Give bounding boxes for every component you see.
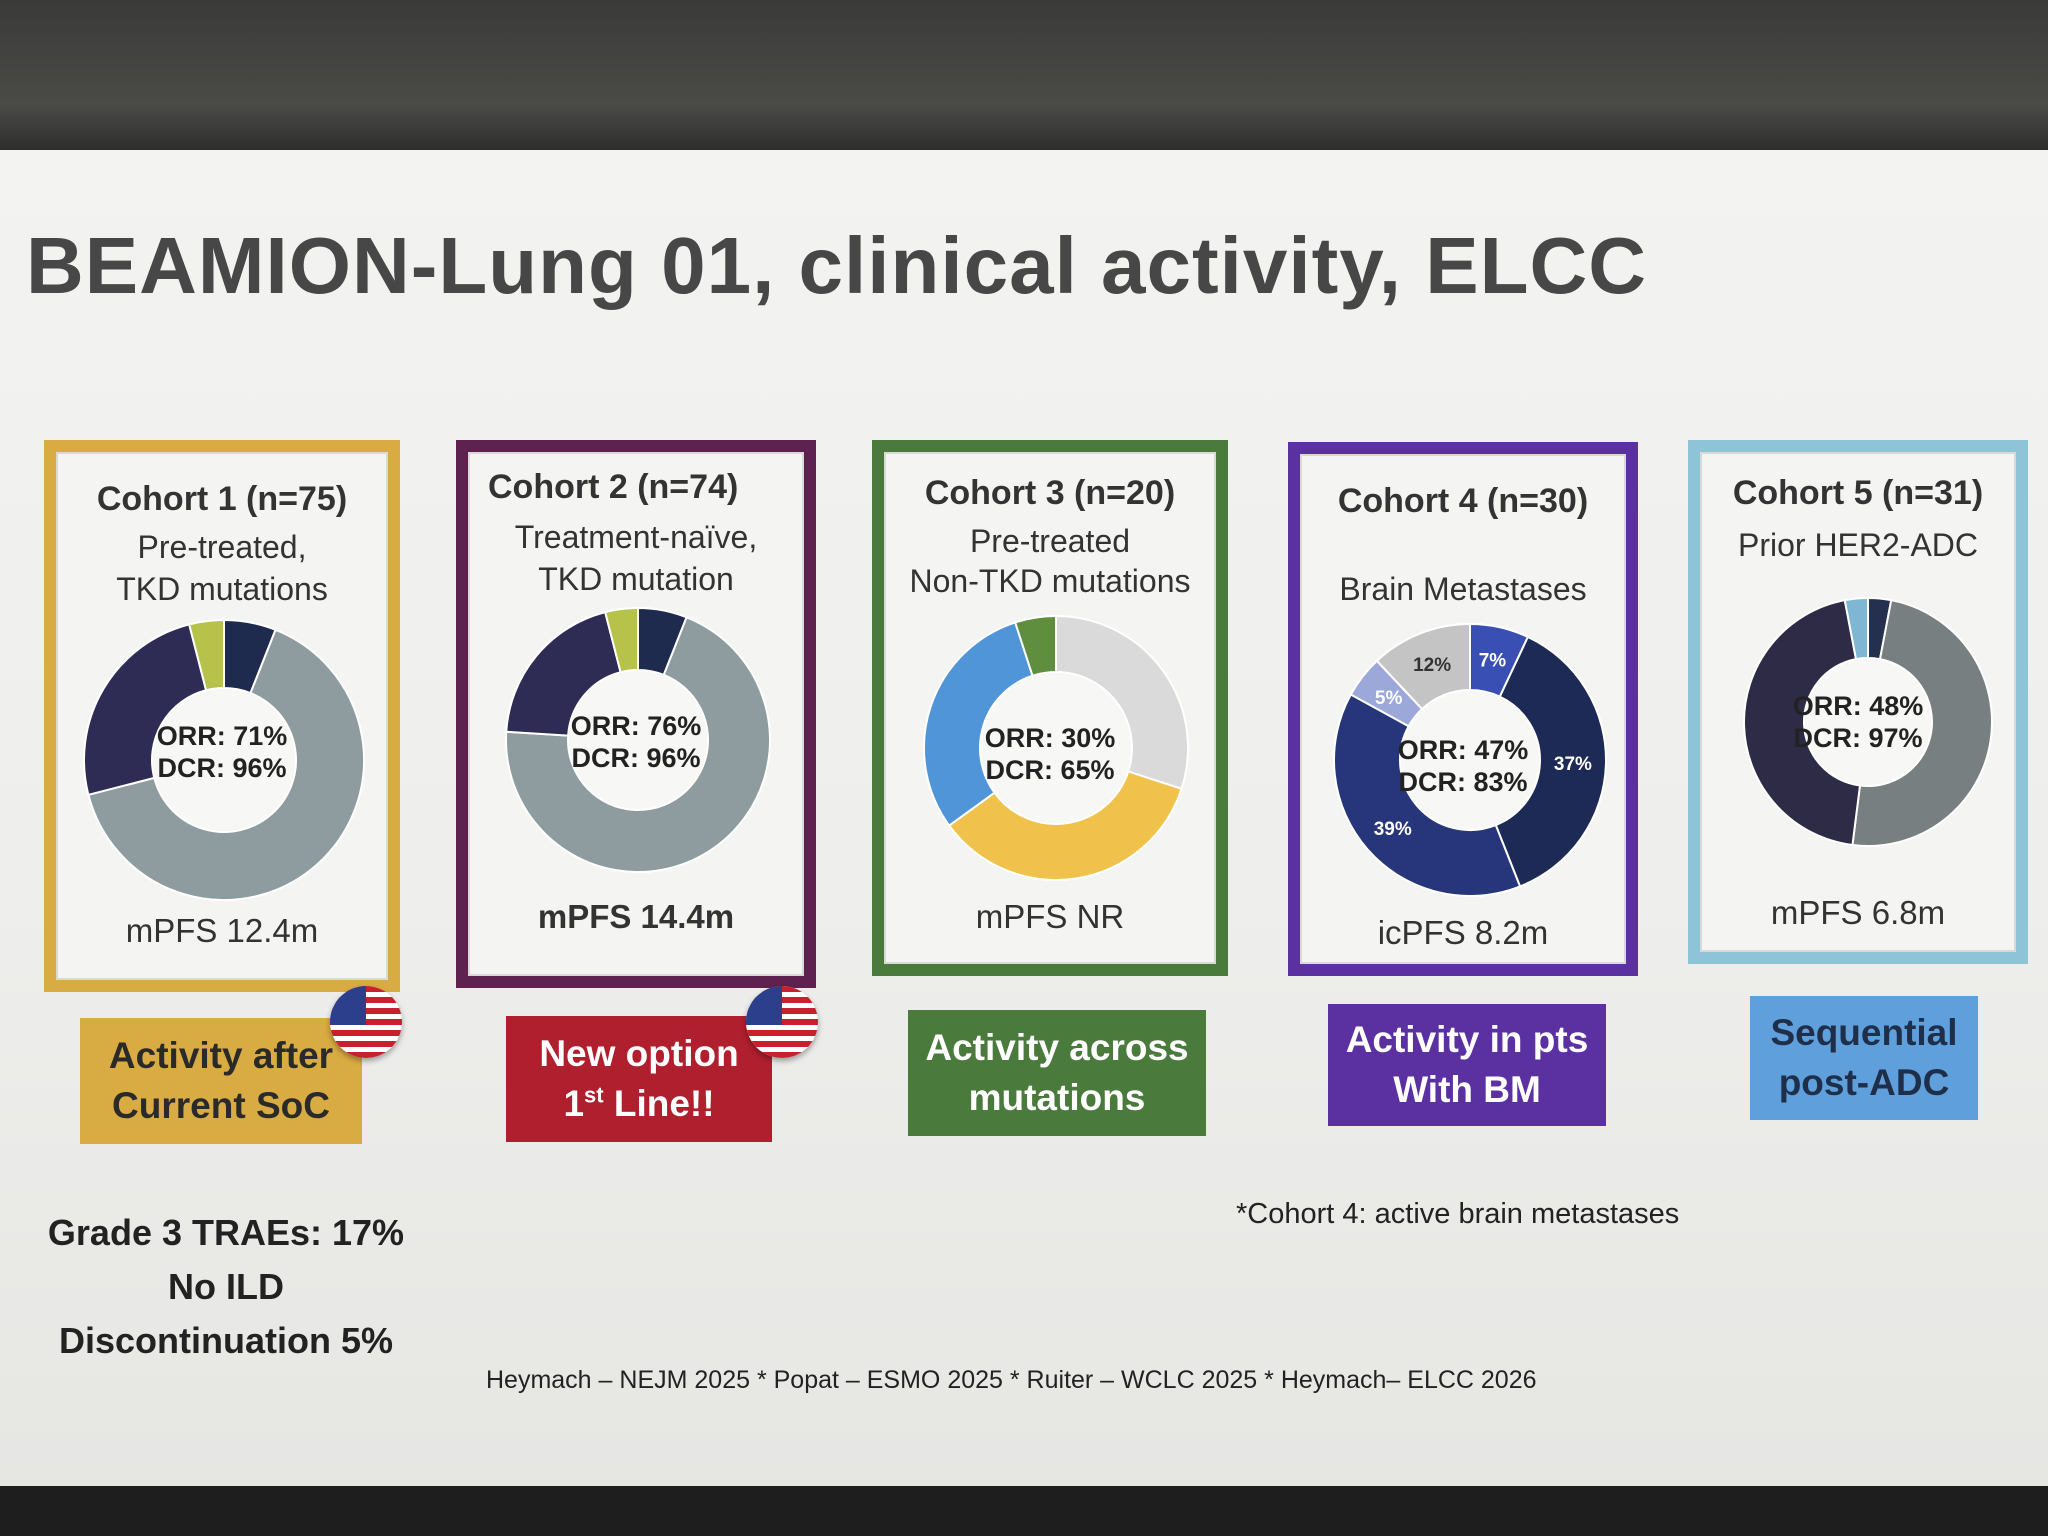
mpfs-label: icPFS 8.2m bbox=[1377, 914, 1549, 951]
tag-line1: Activity across bbox=[925, 1027, 1189, 1068]
cohort-1-donut bbox=[83, 618, 365, 901]
cohort-subtitle-line1: Pre-treated, bbox=[137, 529, 307, 565]
cohort-3-tag: Activity across mutations bbox=[908, 1010, 1206, 1136]
tag-line2: With BM bbox=[1393, 1069, 1541, 1110]
donut-slice-3 bbox=[1333, 693, 1522, 897]
slice-label: 39% bbox=[1374, 819, 1412, 840]
cohort-subtitle-line1: Pre-treated bbox=[969, 523, 1131, 559]
footnote: *Cohort 4: active brain metastases bbox=[1236, 1198, 1680, 1230]
cohort-2-card: Cohort 2 (n=74) Treatment-naïve, TKD mut… bbox=[456, 440, 816, 988]
us-flag-icon bbox=[746, 986, 818, 1058]
donut-slice-4 bbox=[1843, 596, 1869, 661]
slice-label: 37% bbox=[1554, 754, 1592, 775]
cohort-4-donut: 7% 37% 39% 5% 12% bbox=[1333, 622, 1607, 897]
donut-hole bbox=[1805, 659, 1931, 785]
cohort-subtitle-line2: TKD mutations bbox=[116, 571, 328, 607]
tag-line1: New option bbox=[539, 1033, 739, 1074]
donut-hole bbox=[981, 673, 1131, 823]
donut-slice-2 bbox=[1494, 635, 1607, 888]
us-flag-icon bbox=[330, 986, 402, 1058]
cohort-3-card: Cohort 3 (n=20) Pre-treated Non-TKD muta… bbox=[872, 440, 1228, 976]
mpfs-label: mPFS 6.8m bbox=[1770, 894, 1946, 931]
cohort-subtitle-line1: Treatment-naïve, bbox=[514, 519, 758, 555]
tag-line2: Current SoC bbox=[112, 1085, 330, 1126]
donut-slice-3 bbox=[83, 623, 208, 797]
donut-hole bbox=[569, 671, 707, 809]
cohort-title: Cohort 4 (n=30) bbox=[1337, 482, 1589, 520]
donut-slice-4 bbox=[187, 618, 225, 692]
donut-slice-3 bbox=[505, 610, 622, 737]
tag-line1: Sequential bbox=[1770, 1012, 1958, 1053]
dcr-label: DCR: 83% bbox=[1398, 767, 1528, 797]
dcr-label: DCR: 65% bbox=[985, 755, 1115, 785]
donut-slice-1 bbox=[1055, 614, 1189, 791]
cohort-2-tag: New option 1st Line!! bbox=[506, 1016, 772, 1142]
orr-label: ORR: 76% bbox=[570, 711, 702, 741]
donut-slice-5 bbox=[1375, 622, 1471, 711]
tag-line2: mutations bbox=[968, 1077, 1146, 1118]
cohort-title: Cohort 2 (n=74) bbox=[488, 468, 739, 506]
cohort-subtitle-line2: Non-TKD mutations bbox=[909, 563, 1191, 599]
tag-line2: post-ADC bbox=[1778, 1062, 1950, 1103]
slice-label: 12% bbox=[1413, 655, 1451, 676]
cohort-1-card: Cohort 1 (n=75) Pre-treated, TKD mutatio… bbox=[44, 440, 400, 992]
tag-line1: Activity after bbox=[108, 1035, 334, 1076]
dcr-label: DCR: 96% bbox=[157, 753, 287, 783]
donut-slice-2 bbox=[505, 615, 771, 873]
mpfs-label: mPFS 12.4m bbox=[125, 912, 319, 949]
cohort-subtitle-line1: Prior HER2-ADC bbox=[1737, 527, 1979, 563]
cohort-5-card: Cohort 5 (n=31) Prior HER2-ADC ORR: 48% … bbox=[1688, 440, 2028, 964]
donut-slice-3 bbox=[923, 621, 1034, 827]
donut-svg bbox=[505, 606, 771, 873]
cohort-title: Cohort 1 (n=75) bbox=[96, 480, 348, 518]
donut-svg bbox=[83, 618, 365, 901]
orr-label: ORR: 47% bbox=[1397, 735, 1529, 765]
references: Heymach – NEJM 2025 * Popat – ESMO 2025 … bbox=[486, 1366, 1537, 1394]
dcr-label: DCR: 96% bbox=[571, 743, 701, 773]
orr-label: ORR: 30% bbox=[984, 723, 1116, 753]
slice-label: 5% bbox=[1375, 688, 1403, 709]
cohort-5-tag: Sequential post-ADC bbox=[1750, 996, 1978, 1120]
donut-hole bbox=[153, 689, 295, 831]
orr-label: ORR: 71% bbox=[156, 721, 288, 751]
tag-line2: 1st Line!! bbox=[563, 1082, 715, 1124]
dcr-label: DCR: 97% bbox=[1793, 723, 1923, 753]
cohort-4-card: Cohort 4 (n=30) Brain Metastases 7% 37% 39… bbox=[1288, 442, 1638, 976]
background-top bbox=[0, 0, 2048, 150]
background-bottom bbox=[0, 1486, 2048, 1536]
donut-hole bbox=[1401, 691, 1539, 829]
safety-line-2: No ILD bbox=[168, 1266, 284, 1307]
cohort-5-donut bbox=[1743, 596, 1993, 847]
donut-svg: 7% 37% 39% 5% 12% bbox=[1333, 622, 1607, 897]
tag-line1: Activity in pts bbox=[1345, 1019, 1589, 1060]
donut-svg bbox=[1743, 596, 1993, 847]
donut-svg bbox=[923, 614, 1189, 881]
orr-label: ORR: 48% bbox=[1792, 691, 1924, 721]
donut-slice-2 bbox=[1851, 599, 1993, 847]
slice-label: 7% bbox=[1479, 650, 1507, 671]
cohort-subtitle-line1: Brain Metastases bbox=[1339, 571, 1587, 607]
cohort-title: Cohort 3 (n=20) bbox=[924, 474, 1176, 512]
cohort-1-tag: Activity after Current SoC bbox=[80, 1018, 362, 1144]
cohort-2-donut bbox=[505, 606, 771, 873]
safety-line-3: Discontinuation 5% bbox=[58, 1320, 394, 1361]
cohort-subtitle-line2: TKD mutation bbox=[538, 561, 734, 597]
cohort-title: Cohort 5 (n=31) bbox=[1732, 474, 1984, 512]
donut-slice-2 bbox=[87, 628, 365, 901]
cohort-4-tag: Activity in pts With BM bbox=[1328, 1004, 1606, 1126]
donut-slice-2 bbox=[947, 770, 1183, 881]
cohort-3-donut bbox=[923, 614, 1189, 881]
safety-line-1: Grade 3 TRAEs: 17% bbox=[47, 1212, 405, 1253]
donut-slice-3 bbox=[1743, 599, 1862, 847]
mpfs-label: mPFS 14.4m bbox=[537, 898, 735, 935]
slide-title: BEAMION-Lung 01, clinical activity, ELCC bbox=[26, 221, 1648, 310]
donut-slice-4 bbox=[603, 606, 639, 674]
donut-slice-4 bbox=[1013, 614, 1057, 677]
mpfs-label: mPFS NR bbox=[975, 898, 1125, 935]
